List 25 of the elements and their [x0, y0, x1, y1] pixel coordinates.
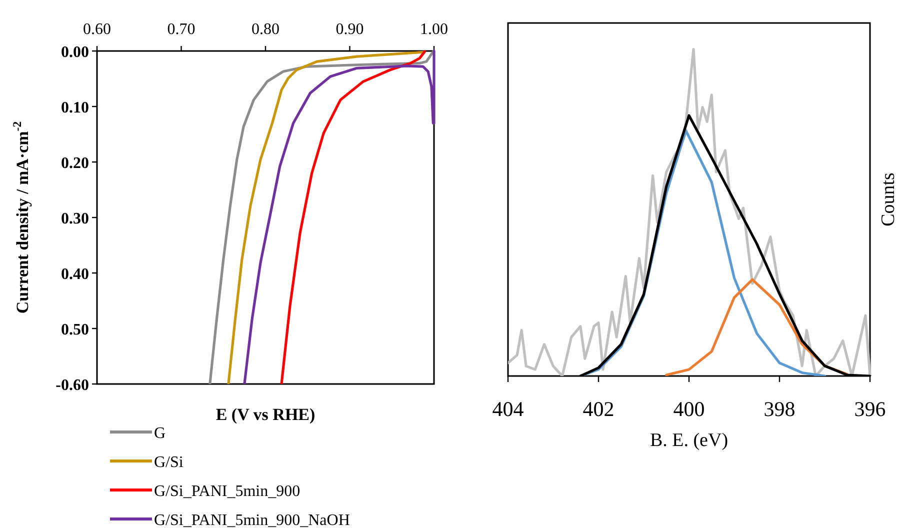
x-axis-title: E (V vs RHE) — [216, 405, 316, 424]
x-tick-label: 402 — [582, 397, 614, 421]
x-tick-label: 0.90 — [336, 21, 364, 38]
x-tick-label: 400 — [673, 397, 705, 421]
y-tick-label: 0.40 — [61, 266, 89, 283]
x-tick-label: 396 — [854, 397, 886, 421]
x-tick-label: 0.80 — [252, 21, 280, 38]
x-axis-title: B. E. (eV) — [650, 430, 728, 451]
y-tick-label: 0.10 — [61, 100, 89, 116]
x-tick-label: 398 — [764, 397, 796, 421]
y-tick-label: 0.20 — [61, 155, 89, 172]
legend-label: G/Si — [154, 454, 184, 471]
legend-label: G — [154, 425, 166, 442]
legend-label: G/Si_PANI_5min_900_NaOH — [154, 512, 350, 528]
y2-axis-title: Counts — [878, 172, 899, 226]
line-series — [280, 50, 426, 384]
y-tick-label: 0.00 — [61, 44, 89, 61]
x-tick-label: 0.70 — [167, 21, 196, 38]
x-tick-label: 1.00 — [420, 21, 448, 38]
y-tick-label: 0.50 — [61, 322, 89, 338]
y-tick-label: -0.60 — [56, 377, 89, 394]
x-tick-label: 404 — [492, 397, 524, 421]
y-tick-label: 0.30 — [61, 210, 89, 228]
x-tick-label: 0.60 — [83, 21, 111, 38]
legend-label: G/Si_PANI_5min_900 — [154, 483, 300, 500]
